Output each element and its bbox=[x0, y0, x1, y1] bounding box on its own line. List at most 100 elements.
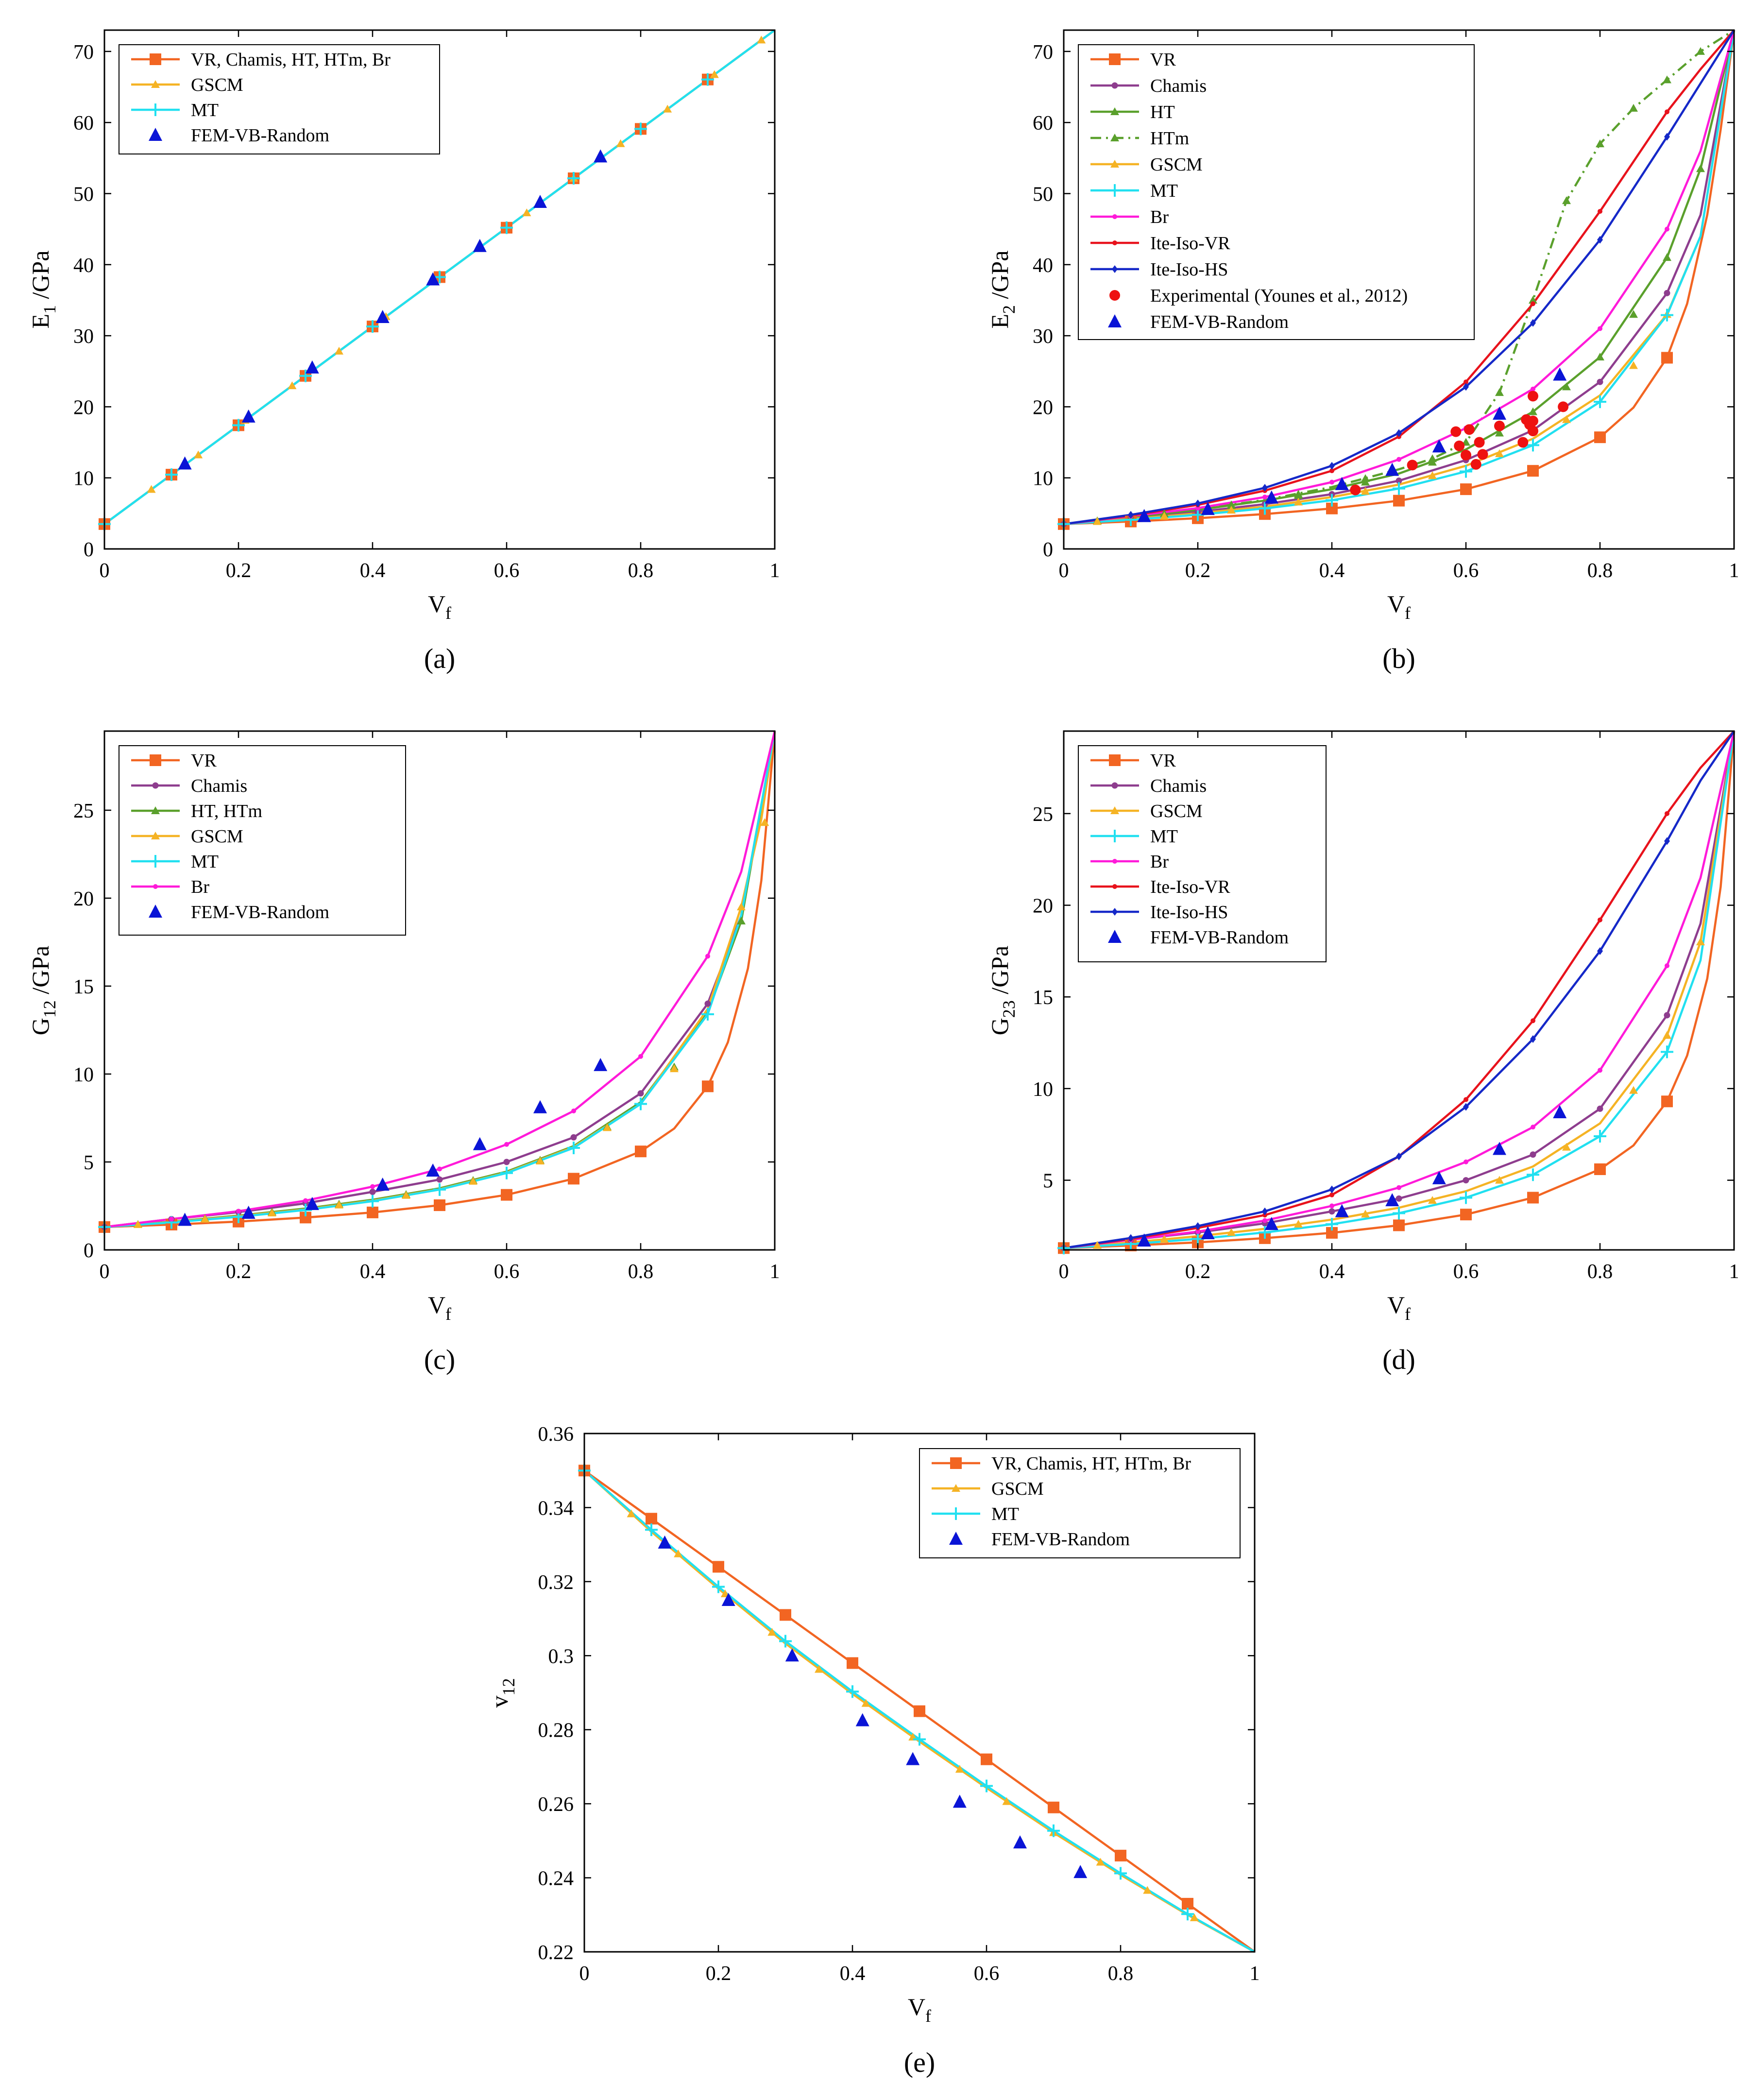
series-line-br bbox=[104, 731, 776, 1229]
x-tick-label: 0 bbox=[579, 1963, 590, 1985]
data-point-itevr bbox=[1329, 468, 1334, 474]
data-point-gscm bbox=[1562, 1143, 1571, 1151]
data-point-exp bbox=[1450, 426, 1462, 437]
data-point-mt bbox=[779, 1635, 792, 1648]
data-point-gscm bbox=[1428, 471, 1437, 479]
data-point-vr bbox=[702, 1080, 714, 1093]
data-point-mt bbox=[1326, 494, 1338, 507]
data-point-itehs bbox=[1128, 511, 1134, 519]
data-point-mt bbox=[433, 1183, 446, 1196]
x-axis-label: Vf bbox=[1387, 1291, 1411, 1324]
data-point-gscm bbox=[1562, 415, 1571, 423]
data-point-gscm bbox=[1227, 1228, 1236, 1236]
data-point-vr bbox=[713, 1561, 724, 1573]
y-tick-label: 30 bbox=[1033, 325, 1053, 348]
axes-box bbox=[1063, 730, 1735, 1251]
x-tick-label: 0.4 bbox=[1319, 1261, 1345, 1283]
data-point-itehs bbox=[1329, 461, 1335, 470]
x-tick-label: 1 bbox=[1729, 560, 1739, 582]
data-point-ht bbox=[1562, 382, 1571, 391]
data-point-mt bbox=[165, 468, 178, 481]
data-point-fem bbox=[1264, 490, 1278, 504]
legend-label-mt: MT bbox=[191, 100, 219, 120]
data-point-chamis bbox=[369, 1189, 376, 1195]
legend-marker-itevr bbox=[1112, 884, 1117, 889]
legend-label-gscm: GSCM bbox=[1150, 801, 1203, 821]
data-point-gscm bbox=[1629, 1086, 1638, 1094]
legend-label-fem: FEM-VB-Random bbox=[991, 1529, 1130, 1550]
data-point-fem bbox=[533, 195, 547, 208]
data-point-fem bbox=[241, 409, 255, 423]
data-point-exp bbox=[1470, 459, 1481, 470]
x-tick-label: 0.4 bbox=[360, 1261, 386, 1283]
data-point-mt bbox=[1594, 1130, 1606, 1143]
data-point-itehs bbox=[1396, 1152, 1402, 1161]
legend-label-gscm: GSCM bbox=[991, 1479, 1044, 1499]
axes-box bbox=[583, 1433, 1256, 1953]
x-tick-label: 0.2 bbox=[706, 1963, 732, 1985]
data-point-gscm bbox=[603, 1123, 612, 1131]
data-point-htm bbox=[1596, 139, 1604, 148]
data-point-itehs bbox=[1530, 319, 1536, 327]
data-point-exp bbox=[1528, 391, 1538, 402]
data-point-mt bbox=[1259, 502, 1271, 515]
legend-marker-fem bbox=[149, 128, 162, 141]
legend-label-vr: VR bbox=[1150, 50, 1176, 70]
y-tick-label: 20 bbox=[73, 888, 94, 910]
data-point-br bbox=[705, 954, 710, 959]
data-point-gscm bbox=[815, 1665, 823, 1673]
data-point-htm bbox=[1428, 454, 1437, 462]
data-point-ht bbox=[1663, 253, 1671, 261]
data-point-htm bbox=[1562, 196, 1571, 205]
series-line-itehs bbox=[1063, 29, 1735, 526]
data-point-fem bbox=[594, 149, 608, 163]
x-tick-label: 0.8 bbox=[1108, 1963, 1134, 1985]
data-point-chamis bbox=[1396, 478, 1402, 484]
data-point-exp bbox=[1494, 420, 1505, 431]
x-tick-label: 0.6 bbox=[1453, 1261, 1479, 1283]
data-point-gscm bbox=[1002, 1797, 1011, 1805]
data-point-gscm bbox=[1093, 517, 1102, 525]
x-tick-label: 0 bbox=[1059, 560, 1069, 582]
legend-label-vr: VR, Chamis, HT, HTm, Br bbox=[191, 50, 391, 70]
legend-marker-gscm bbox=[1110, 160, 1119, 168]
data-point-vr bbox=[1460, 1209, 1472, 1221]
y-tick-label: 50 bbox=[1033, 183, 1053, 205]
y-tick-label: 20 bbox=[1033, 396, 1053, 419]
series-line-br bbox=[1063, 731, 1736, 1249]
data-point-br bbox=[236, 1209, 241, 1214]
series-line-mt bbox=[1063, 30, 1736, 526]
legend-label-chamis: Chamis bbox=[191, 776, 247, 796]
x-axis-label: Vf bbox=[1387, 590, 1411, 623]
data-point-exp bbox=[1528, 426, 1538, 437]
y-axis-label: E2 /GPa bbox=[986, 250, 1019, 328]
data-point-fem bbox=[473, 239, 487, 252]
data-point-htm bbox=[1361, 474, 1370, 482]
data-point-fem bbox=[1385, 462, 1399, 476]
data-point-vr bbox=[1594, 431, 1606, 444]
x-tick-label: 1 bbox=[1250, 1963, 1260, 1985]
x-tick-label: 0.2 bbox=[226, 1261, 252, 1283]
series-line-itehs bbox=[1063, 730, 1735, 1249]
legend-marker-htm bbox=[1110, 134, 1119, 141]
data-point-br bbox=[1262, 1218, 1267, 1223]
data-point-gscm bbox=[1093, 1241, 1102, 1249]
data-point-exp bbox=[1461, 449, 1471, 461]
data-point-gscm bbox=[1294, 1220, 1303, 1228]
legend-label-br: Br bbox=[191, 877, 209, 897]
panel-label: (d) bbox=[1382, 1344, 1415, 1375]
y-axis-label: v12 bbox=[486, 1678, 518, 1708]
legend-marker-chamis bbox=[152, 782, 159, 789]
data-point-vr bbox=[1661, 1095, 1673, 1108]
legend-label-fem: FEM-VB-Random bbox=[191, 125, 329, 146]
data-point-gscm bbox=[1495, 1176, 1504, 1184]
data-point-fem bbox=[1335, 477, 1349, 490]
data-point-mt bbox=[712, 1580, 725, 1593]
data-point-exp bbox=[1350, 484, 1361, 495]
data-point-htm bbox=[1227, 500, 1236, 509]
data-point-chamis bbox=[436, 1176, 443, 1183]
legend-marker-gscm bbox=[151, 80, 160, 88]
data-point-fem bbox=[1335, 1204, 1349, 1217]
data-point-fem bbox=[1264, 1217, 1278, 1230]
